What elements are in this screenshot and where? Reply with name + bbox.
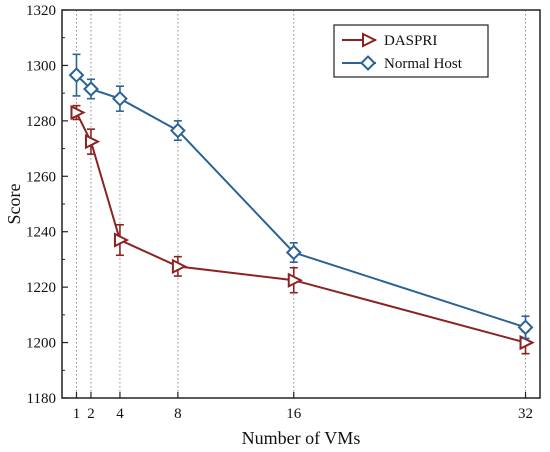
legend: DASPRI Normal Host [333, 24, 489, 78]
data-point [519, 334, 535, 351]
x-tick-label: 4 [116, 406, 124, 422]
y-axis-label: Score [4, 183, 24, 224]
series-1 [68, 53, 534, 340]
x-tick-label: 2 [87, 406, 95, 422]
legend-marker [362, 32, 378, 48]
data-point [84, 134, 101, 150]
legend-label: DASPRI [384, 33, 437, 49]
x-tick-label: 32 [518, 406, 533, 422]
legend-label: Normal Host [384, 56, 463, 72]
legend-entry: DASPRI [342, 32, 437, 49]
x-tick-label: 16 [286, 406, 302, 422]
legend-box [333, 24, 489, 78]
data-point [169, 122, 186, 139]
y-tick-label: 1260 [26, 169, 56, 185]
data-point [70, 104, 86, 121]
series-group [68, 53, 535, 355]
x-tick-label: 8 [174, 406, 182, 422]
series-0 [70, 104, 535, 355]
y-tick-label: 1320 [26, 3, 56, 19]
series-line [75, 112, 526, 344]
x-axis-label: Number of VMs [242, 428, 361, 448]
y-tick-label: 1240 [26, 225, 56, 241]
series-line [75, 74, 526, 329]
data-point [171, 258, 188, 274]
legend-marker [360, 55, 376, 71]
x-axis: 1 2 4 8 16 32 [73, 392, 533, 422]
data-point [287, 272, 303, 288]
y-tick-label: 1220 [26, 280, 56, 296]
y-axis: 1180 1200 1220 1240 1260 1280 1300 1320 [26, 3, 68, 407]
data-point [285, 244, 302, 261]
y-tick-label: 1200 [26, 336, 56, 352]
data-point [112, 90, 128, 107]
y-tick-label: 1300 [26, 58, 56, 74]
legend-entry: Normal Host [342, 55, 463, 72]
data-point [68, 67, 85, 84]
data-point [517, 319, 534, 336]
y-tick-label: 1180 [27, 391, 56, 407]
y-tick-label: 1280 [26, 114, 56, 130]
data-point [113, 232, 130, 248]
data-point [83, 81, 99, 97]
x-tick-label: 1 [73, 406, 81, 422]
